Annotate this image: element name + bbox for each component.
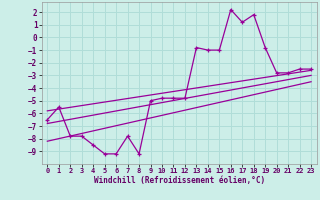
X-axis label: Windchill (Refroidissement éolien,°C): Windchill (Refroidissement éolien,°C) xyxy=(94,176,265,185)
